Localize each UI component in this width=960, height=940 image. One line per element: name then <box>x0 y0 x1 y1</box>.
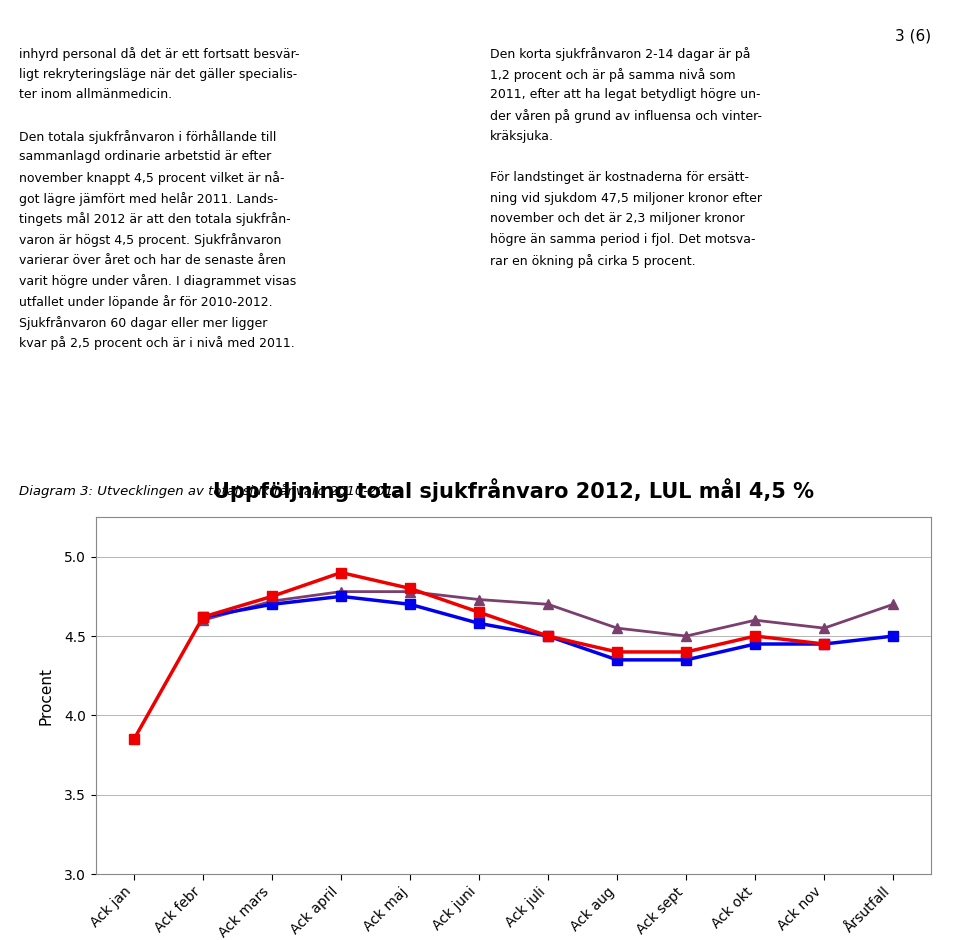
Text: För landstinget är kostnaderna för ersätt-: För landstinget är kostnaderna för ersät… <box>490 171 749 184</box>
Text: got lägre jämfört med helår 2011. Lands-: got lägre jämfört med helår 2011. Lands- <box>19 192 278 206</box>
Text: utfallet under löpande år för 2010-2012.: utfallet under löpande år för 2010-2012. <box>19 295 273 309</box>
År 2010 <box>681 631 692 642</box>
År 2011 <box>750 638 761 650</box>
Text: der våren på grund av influensa och vinter-: der våren på grund av influensa och vint… <box>490 109 761 123</box>
Line: År 2011: År 2011 <box>198 591 899 665</box>
Text: 3 (6): 3 (6) <box>895 28 931 43</box>
År 2011 <box>335 590 347 602</box>
Text: kräksjuka.: kräksjuka. <box>490 130 554 143</box>
År 2012 <box>473 606 485 618</box>
Text: kvar på 2,5 procent och är i nivå med 2011.: kvar på 2,5 procent och är i nivå med 20… <box>19 337 295 351</box>
Text: november knappt 4,5 procent vilket är nå-: november knappt 4,5 procent vilket är nå… <box>19 171 285 185</box>
År 2010 <box>612 622 623 634</box>
Text: ning vid sjukdom 47,5 miljoner kronor efter: ning vid sjukdom 47,5 miljoner kronor ef… <box>490 192 761 205</box>
År 2010 <box>404 586 416 597</box>
År 2012 <box>750 631 761 642</box>
Text: tingets mål 2012 är att den totala sjukfrån-: tingets mål 2012 är att den totala sjukf… <box>19 212 291 227</box>
År 2011 <box>681 654 692 666</box>
Text: 2011, efter att ha legat betydligt högre un-: 2011, efter att ha legat betydligt högre… <box>490 88 760 102</box>
År 2010 <box>542 599 554 610</box>
Text: varierar över året och har de senaste åren: varierar över året och har de senaste år… <box>19 254 286 267</box>
År 2011 <box>542 631 554 642</box>
År 2011 <box>404 599 416 610</box>
År 2012 <box>197 611 208 622</box>
År 2010 <box>819 622 830 634</box>
Text: rar en ökning på cirka 5 procent.: rar en ökning på cirka 5 procent. <box>490 254 695 268</box>
År 2012 <box>266 590 277 602</box>
Text: varit högre under våren. I diagrammet visas: varit högre under våren. I diagrammet vi… <box>19 274 297 289</box>
År 2012 <box>404 583 416 594</box>
År 2010 <box>887 599 899 610</box>
Text: varon är högst 4,5 procent. Sjukfrånvaron: varon är högst 4,5 procent. Sjukfrånvaro… <box>19 233 281 247</box>
Title: Uppföljning total sjukfrånvaro 2012, LUL mål 4,5 %: Uppföljning total sjukfrånvaro 2012, LUL… <box>213 478 814 502</box>
År 2012 <box>542 631 554 642</box>
Text: Den korta sjukfrånvaron 2-14 dagar är på: Den korta sjukfrånvaron 2-14 dagar är på <box>490 47 750 61</box>
Text: Sjukfrånvaron 60 dagar eller mer ligger: Sjukfrånvaron 60 dagar eller mer ligger <box>19 316 268 330</box>
År 2012 <box>335 567 347 578</box>
Text: ligt rekryteringsläge när det gäller specialis-: ligt rekryteringsläge när det gäller spe… <box>19 68 298 81</box>
Text: inhyrd personal då det är ett fortsatt besvär-: inhyrd personal då det är ett fortsatt b… <box>19 47 300 61</box>
År 2010 <box>473 594 485 605</box>
År 2011 <box>266 599 277 610</box>
År 2012 <box>819 638 830 650</box>
År 2011 <box>473 618 485 629</box>
Text: högre än samma period i fjol. Det motsva-: högre än samma period i fjol. Det motsva… <box>490 233 756 246</box>
År 2011 <box>612 654 623 666</box>
Text: november och det är 2,3 miljoner kronor: november och det är 2,3 miljoner kronor <box>490 212 744 226</box>
År 2010 <box>750 615 761 626</box>
År 2010 <box>266 596 277 607</box>
Y-axis label: Procent: Procent <box>38 666 54 725</box>
År 2012 <box>612 647 623 658</box>
År 2010 <box>335 586 347 597</box>
Text: Den totala sjukfrånvaron i förhållande till: Den totala sjukfrånvaron i förhållande t… <box>19 130 276 144</box>
År 2011 <box>819 638 830 650</box>
År 2011 <box>197 611 208 622</box>
Text: 1,2 procent och är på samma nivå som: 1,2 procent och är på samma nivå som <box>490 68 735 82</box>
Line: År 2012: År 2012 <box>129 568 829 744</box>
År 2010 <box>197 615 208 626</box>
År 2011 <box>887 631 899 642</box>
Text: Diagram 3: Utvecklingen av total sjukfrånvaro 2010-2012: Diagram 3: Utvecklingen av total sjukfrå… <box>19 484 401 498</box>
År 2012 <box>129 733 140 744</box>
Line: År 2010: År 2010 <box>198 587 899 641</box>
Text: sammanlagd ordinarie arbetstid är efter: sammanlagd ordinarie arbetstid är efter <box>19 150 272 164</box>
År 2012 <box>681 647 692 658</box>
Text: ter inom allmänmedicin.: ter inom allmänmedicin. <box>19 88 173 102</box>
